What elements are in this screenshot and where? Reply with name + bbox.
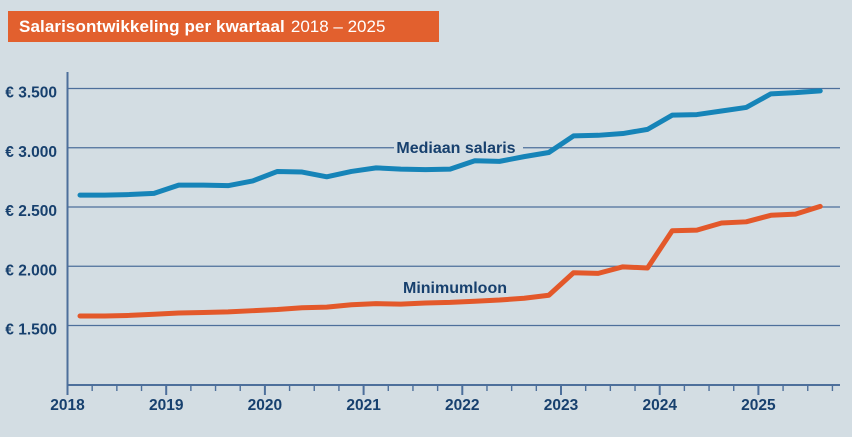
x-tick-label: 2019 xyxy=(149,397,184,414)
x-tick-label: 2023 xyxy=(544,397,579,414)
title-bar: Salarisontwikkeling per kwartaal 2018 – … xyxy=(8,11,439,42)
chart-title-period: 2018 – 2025 xyxy=(290,16,386,36)
x-tick-label: 2021 xyxy=(346,397,381,414)
x-tick-label: 2025 xyxy=(741,397,776,414)
series-line-minimumloon xyxy=(77,203,823,319)
x-tick-label: 2018 xyxy=(50,397,85,414)
x-tick-label: 2020 xyxy=(248,397,282,414)
y-tick-label: € 1.500 xyxy=(5,322,57,339)
series-label-mediaan-salaris: Mediaan salaris xyxy=(396,140,515,157)
chart-title: Salarisontwikkeling per kwartaal xyxy=(19,16,285,36)
series-line-mediaan-salaris xyxy=(77,88,823,198)
x-tick-label: 2022 xyxy=(445,397,479,414)
y-tick-label: € 2.000 xyxy=(5,262,57,279)
series-label-minimumloon: Minimumloon xyxy=(403,280,507,297)
y-tick-label: € 2.500 xyxy=(5,203,57,220)
y-tick-label: € 3.500 xyxy=(5,85,57,102)
y-tick-label: € 3.000 xyxy=(5,144,57,161)
x-tick-label: 2024 xyxy=(642,397,677,414)
